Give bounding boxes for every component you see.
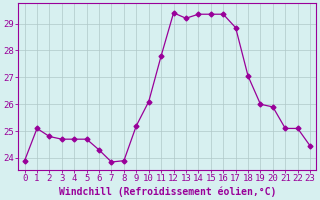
X-axis label: Windchill (Refroidissement éolien,°C): Windchill (Refroidissement éolien,°C)	[59, 186, 276, 197]
